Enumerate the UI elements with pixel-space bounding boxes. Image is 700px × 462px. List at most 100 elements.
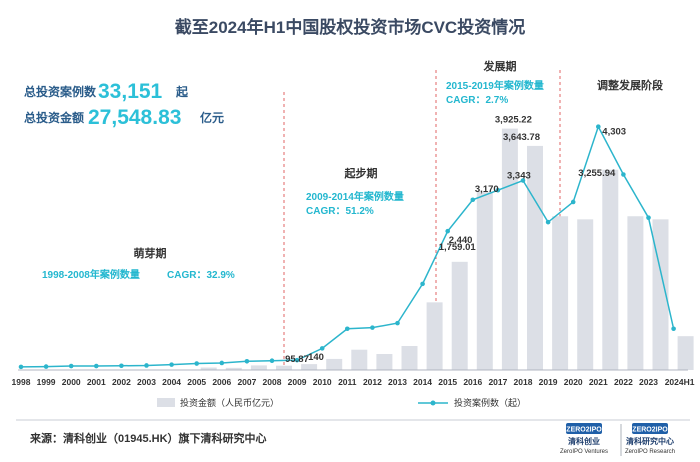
x-tick-2000: 2000 [62, 377, 81, 387]
line-point-2006 [219, 360, 225, 366]
phase-3-sub2: CAGR：2.7% [446, 95, 508, 106]
line-series [18, 124, 676, 370]
line-point-2008 [269, 358, 275, 364]
phase-1-sub1: 1998-2008年案例数量 [42, 268, 140, 281]
bar-series [25, 128, 694, 370]
data-label-2018-count: 3,343 [507, 171, 531, 182]
bar-2022 [627, 216, 644, 370]
x-tick-2007: 2007 [237, 377, 256, 387]
bar-2013 [401, 346, 418, 370]
line-point-1998 [18, 364, 24, 370]
line-point-1999 [43, 364, 49, 369]
x-tick-2023: 2023 [639, 377, 658, 387]
x-tick-2015: 2015 [438, 377, 457, 387]
phase-annotations: 萌芽期 1998-2008年案例数量 CAGR：32.9% 起步期 2009-2… [42, 59, 663, 281]
x-tick-2017: 2017 [488, 377, 507, 387]
line-point-2011 [345, 326, 350, 332]
phase-3-sub1: 2015-2019年案例数量 [446, 79, 544, 92]
bar-2014 [426, 302, 443, 370]
x-axis-ticks: 1998 1999 2000 2001 2002 2003 2004 2005 2006 2007… [12, 377, 695, 387]
phase-4-name: 调整发展阶段 [597, 78, 663, 92]
phase-2-name: 起步期 [344, 166, 378, 180]
data-label-2015-amount: 1,759.01 [439, 242, 477, 253]
bar-2015 [451, 261, 468, 370]
summary-stats: 总投资案例数 33,151 起 总投资金额 27,548.83 亿元 [24, 80, 224, 129]
data-label-2021-count: 4,303 [602, 127, 626, 138]
legend-bar-swatch [157, 398, 175, 407]
x-tick-1999: 1999 [37, 377, 56, 387]
x-tick-2022: 2022 [614, 377, 633, 387]
line-point-2005 [194, 361, 199, 366]
x-tick-2010: 2010 [313, 377, 332, 387]
legend-line-label: 投资案例数（起） [454, 397, 526, 408]
bar-2023 [652, 219, 669, 370]
x-tick-2008: 2008 [263, 377, 282, 387]
line-point-2009 [294, 357, 300, 363]
bar-2012 [376, 354, 393, 370]
legend-line-marker [430, 400, 436, 406]
bar-2006 [225, 367, 242, 370]
logo-2-badge [632, 423, 668, 434]
line-point-2004 [169, 362, 174, 367]
phase-3-name: 发展期 [483, 59, 517, 73]
x-tick-2014: 2014 [413, 377, 432, 387]
bar-2008 [276, 365, 292, 370]
data-label-2017-amount: 3,925.22 [495, 115, 532, 126]
logo-1-cn: 清科创业 [568, 436, 600, 446]
line-point-2023 [646, 215, 651, 220]
logo-1-badge [566, 423, 602, 434]
bar-2024H1 [677, 336, 694, 370]
bar-2005 [200, 367, 217, 370]
data-label-2017-count: 3,170 [475, 184, 499, 195]
x-tick-2018: 2018 [514, 377, 533, 387]
x-tick-2013: 2013 [388, 377, 407, 387]
logo-zero2ipo-research: ZERO2IPO 清科研究中心 ZeroIPO Research [625, 423, 675, 455]
source-note: 来源：清科创业（01945.HK）旗下清科研究中心 [29, 431, 267, 445]
x-tick-1998: 1998 [12, 377, 31, 387]
x-tick-2001: 2001 [87, 377, 106, 387]
bar-2016 [476, 191, 493, 370]
line-point-2000 [68, 363, 74, 369]
total-count-value: 33,151 [98, 80, 163, 103]
line-point-2021 [596, 124, 601, 129]
bar-2011 [351, 349, 368, 370]
phase-2-sub1: 2009-2014年案例数量 [306, 190, 404, 203]
line-point-2019 [545, 219, 551, 225]
line-point-2017 [495, 187, 501, 193]
phase-1-sub2: CAGR：32.9% [167, 270, 235, 281]
line-point-2014 [420, 281, 425, 287]
data-label-2009-amount: 95.87 [285, 354, 309, 365]
x-tick-2002: 2002 [112, 377, 131, 387]
legend: 投资金额（人民币亿元） 投资案例数（起） [157, 397, 526, 408]
logo-2-en: ZeroIPO Research [625, 449, 675, 455]
x-tick-2019: 2019 [539, 377, 558, 387]
x-tick-2011: 2011 [338, 377, 357, 387]
data-label-2009-count: 140 [308, 352, 324, 363]
bar-2018 [527, 145, 543, 370]
line-point-2007 [244, 358, 250, 364]
x-tick-2016: 2016 [463, 377, 482, 387]
phase-1-name: 萌芽期 [134, 246, 167, 260]
line-point-2022 [621, 172, 626, 177]
bar-2017 [501, 128, 518, 370]
line-point-2010 [319, 346, 325, 351]
logo-2-cn: 清科研究中心 [626, 436, 674, 446]
total-amount-value: 27,548.83 [88, 106, 181, 129]
legend-bar-label: 投资金额（人民币亿元） [180, 397, 279, 408]
x-tick-2004: 2004 [162, 377, 181, 387]
line-point-2013 [395, 320, 400, 326]
x-tick-2021: 2021 [589, 377, 608, 387]
line-point-2003 [144, 363, 149, 368]
bar-2010 [326, 358, 343, 370]
chart-title: 截至2024年H1中国股权投资市场CVC投资情况 [175, 17, 525, 37]
x-tick-2020: 2020 [564, 377, 583, 387]
bar-2020 [577, 219, 594, 370]
bar-2021 [602, 169, 619, 370]
line-point-2024H1 [671, 326, 676, 332]
logo-1-brand: ZERO2IPO [566, 427, 602, 434]
line-point-2015 [445, 228, 451, 234]
phase-2-sub2: CAGR：51.2% [306, 206, 374, 217]
total-amount-suffix: 亿元 [200, 110, 224, 125]
total-count-prefix: 总投资案例数 [24, 84, 97, 99]
